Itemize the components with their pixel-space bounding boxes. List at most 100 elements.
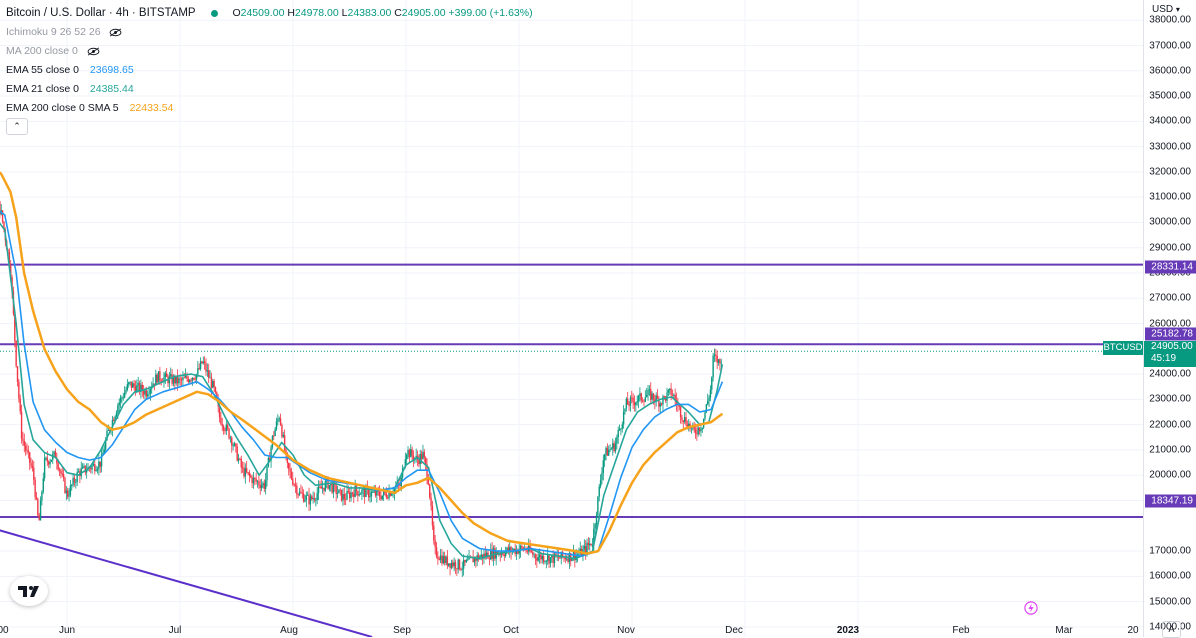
candle-body <box>153 383 156 385</box>
candle-body <box>29 452 31 463</box>
price-tick-label: 27000.00 <box>1149 292 1191 304</box>
price-tick-label: 16000.00 <box>1149 570 1191 582</box>
candle-body <box>537 557 539 561</box>
candle-body <box>117 405 119 413</box>
candle-body <box>468 556 470 560</box>
time-label: 00 <box>0 625 9 636</box>
chart-pane[interactable]: Bitcoin / U.S. Dollar · 4h · BITSTAMP O2… <box>0 0 1143 637</box>
candle-body <box>308 494 310 505</box>
candle-body <box>707 400 709 405</box>
chevron-up-icon: ⌃ <box>13 121 21 131</box>
candle-body <box>633 401 636 406</box>
candle-body <box>522 547 524 550</box>
candle-body <box>85 470 88 473</box>
tradingview-logo[interactable] <box>10 576 48 606</box>
candle-body <box>458 559 461 569</box>
candle-body <box>609 449 611 451</box>
candle-body <box>411 449 413 456</box>
candle-body <box>184 375 187 378</box>
candle-body <box>160 380 162 382</box>
candle-body <box>237 458 240 461</box>
candle-body <box>679 406 682 418</box>
candle-body <box>533 554 535 556</box>
ma200-label: MA 200 close 0 <box>6 45 78 57</box>
time-label: Jul <box>168 625 182 636</box>
candle-body <box>296 485 298 495</box>
candle-body <box>704 412 706 419</box>
candle-body <box>273 435 275 437</box>
auto-scale-button[interactable]: A <box>1162 621 1181 638</box>
price-tick-label: 14000.00 <box>1149 621 1191 633</box>
candle-body <box>174 376 176 384</box>
candle-body <box>23 440 25 446</box>
candle-body <box>358 494 360 496</box>
hidden-eye-icon[interactable] <box>87 47 100 56</box>
candle-body <box>372 492 374 493</box>
price-axis[interactable]: 38000.00 37000.00 36000.00 35000.00 34000.00… <box>1143 0 1196 637</box>
chevron-down-icon: ▾ <box>1175 5 1180 14</box>
candle-body <box>259 485 261 488</box>
candle-body <box>591 544 594 546</box>
indicator-ma200[interactable]: MA 200 close 0 <box>6 42 533 61</box>
candle-body <box>663 396 666 398</box>
indicator-ema21[interactable]: EMA 21 close 0 24385.44 <box>6 80 533 99</box>
hidden-eye-icon[interactable] <box>109 28 122 37</box>
candle-body <box>104 439 107 450</box>
trend-line <box>0 529 373 637</box>
tradingview-logo-icon <box>18 586 39 597</box>
candle-body <box>480 554 482 557</box>
candle-body <box>613 443 615 452</box>
candle-body <box>446 556 449 566</box>
candle-body <box>532 551 534 555</box>
candle-body <box>182 377 184 381</box>
candle-body <box>30 462 32 466</box>
candle-body <box>716 355 718 363</box>
candle-body <box>410 449 412 458</box>
candle-body <box>618 428 621 431</box>
candle-body <box>441 555 443 564</box>
candle-body <box>719 359 721 364</box>
candle-body <box>513 548 515 551</box>
candle-body <box>320 486 322 489</box>
candle-body <box>495 550 497 559</box>
candle-body <box>171 374 173 384</box>
currency-menu[interactable]: USD ▾ <box>1152 4 1180 15</box>
candle-body <box>65 490 68 493</box>
candle-body <box>98 461 100 469</box>
candle-body <box>540 554 542 560</box>
price-tick-label: 38000.00 <box>1149 14 1191 26</box>
candle-body <box>473 557 476 563</box>
candle-body <box>571 558 573 561</box>
candle-body <box>624 408 626 412</box>
candle-body <box>462 559 465 569</box>
price-tick-label: 24000.00 <box>1149 368 1191 380</box>
candle-body <box>636 401 638 403</box>
price-tick-label: 20000.00 <box>1149 469 1191 481</box>
candle-body <box>343 494 346 500</box>
candle-body <box>382 491 385 496</box>
candle-body <box>3 221 5 230</box>
symbol-title[interactable]: Bitcoin / U.S. Dollar · 4h · BITSTAMP <box>6 7 196 19</box>
time-label: Nov <box>617 625 635 636</box>
candle-body <box>652 393 655 400</box>
candle-body <box>715 354 717 356</box>
price-chart[interactable] <box>0 0 1143 637</box>
indicator-ema200[interactable]: EMA 200 close 0 SMA 5 22433.54 <box>6 99 533 118</box>
candle-body <box>300 491 302 493</box>
candle-body <box>643 400 645 402</box>
candle-body <box>503 554 506 556</box>
indicator-ema55[interactable]: EMA 55 close 0 23698.65 <box>6 61 533 80</box>
candle-body <box>443 556 446 564</box>
candle-body <box>221 424 223 427</box>
candle-body <box>603 454 606 461</box>
candle-body <box>517 549 519 554</box>
candle-body <box>697 427 699 435</box>
candle-body <box>193 377 195 380</box>
level-tag: 25182.78 <box>1145 327 1196 341</box>
candle-body <box>111 419 114 430</box>
candle-body <box>43 457 46 479</box>
indicator-ichimoku[interactable]: Ichimoku 9 26 52 26 <box>6 23 533 42</box>
collapse-legend-button[interactable]: ⌃ <box>6 118 28 135</box>
flash-icon[interactable] <box>1024 601 1038 615</box>
candle-body <box>674 395 676 400</box>
